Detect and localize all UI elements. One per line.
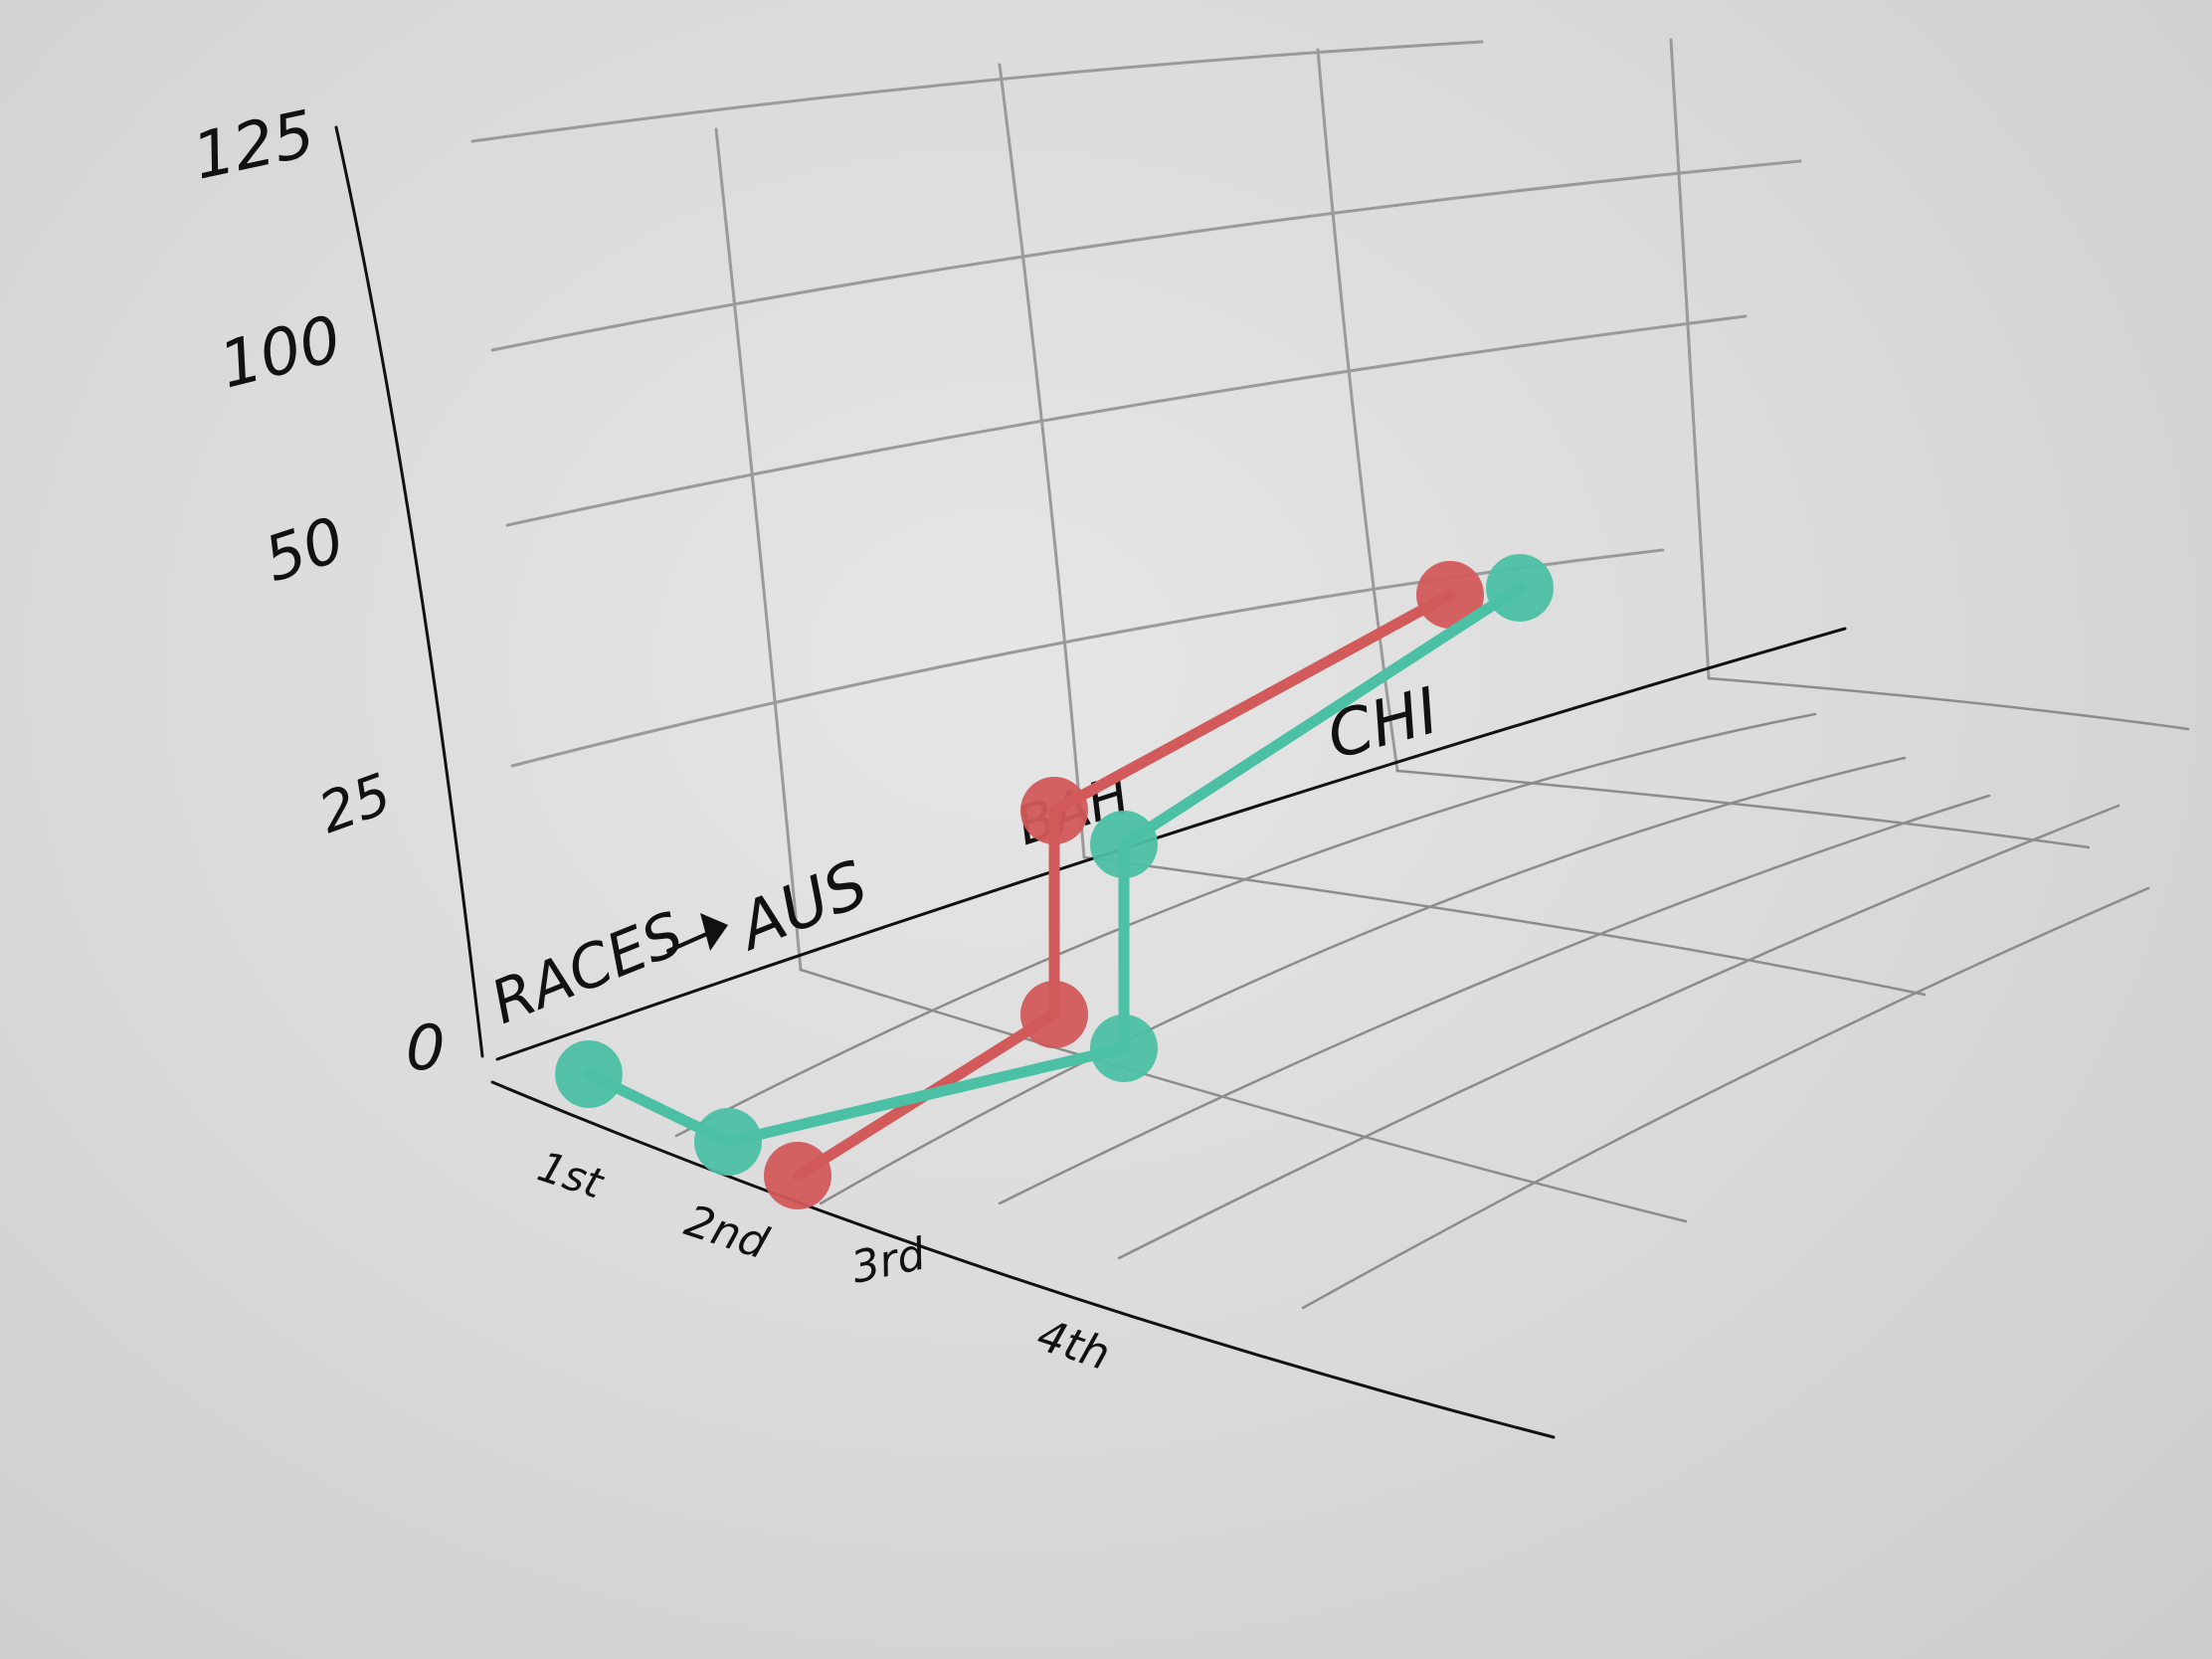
- floor-grid: [674, 676, 2190, 1310]
- race-axis: [495, 627, 1847, 1061]
- floor-grid-depth-2: [1082, 855, 1927, 997]
- floor-grid-depth-4: [1707, 676, 2190, 731]
- position-label: 2nd: [679, 1196, 775, 1270]
- y-axis: [334, 125, 484, 1058]
- floor-grid-cross-2: [819, 756, 1907, 1205]
- back-grid-h-125: [470, 40, 1484, 143]
- y-tick-label: 125: [187, 97, 321, 195]
- back-wall-grid: [470, 38, 1802, 972]
- data-point: [764, 1142, 831, 1209]
- position-labels: 1st 2nd 3rd 4th: [532, 1142, 1116, 1381]
- floor-grid-cross-5: [1301, 886, 2150, 1310]
- position-label: 4th: [1031, 1310, 1116, 1381]
- series-layer: [555, 554, 1554, 1209]
- data-point: [1090, 811, 1158, 878]
- y-tick-label: 50: [256, 502, 353, 596]
- back-grid-v-1: [714, 127, 803, 972]
- position-label: 3rd: [847, 1228, 931, 1293]
- data-point: [1020, 777, 1088, 844]
- floor-grid-cross-3: [998, 794, 1991, 1205]
- floor-grid-depth-3: [1395, 769, 2091, 849]
- y-tick-label: 25: [311, 762, 400, 846]
- arrow-head-icon: [700, 913, 728, 951]
- back-grid-h-100: [490, 159, 1802, 352]
- back-grid-v-4: [1669, 38, 1711, 680]
- race-label: AUS: [726, 847, 878, 966]
- axis-label-races: RACES: [481, 899, 692, 1038]
- floor-grid-cross-4: [1117, 804, 2120, 1260]
- axes: [334, 125, 1847, 1439]
- y-tick-label: 0: [406, 1012, 445, 1084]
- position-axis: [490, 1080, 1556, 1439]
- back-grid-h-75: [505, 314, 1748, 527]
- position-label: 1st: [532, 1142, 610, 1208]
- race-label: CHI: [1320, 674, 1446, 774]
- y-tick-labels: 0 25 50 100 125: [187, 97, 446, 1084]
- data-point: [1020, 981, 1088, 1048]
- data-point: [1090, 1014, 1158, 1082]
- floor-grid-cross-1: [674, 712, 1817, 1138]
- data-point: [555, 1040, 623, 1108]
- race-axis-title: RACES: [481, 899, 728, 1038]
- data-point: [694, 1108, 762, 1176]
- floor-grid-depth-1: [799, 968, 1688, 1223]
- y-tick-label: 100: [213, 302, 348, 403]
- data-point: [1416, 561, 1484, 629]
- data-point: [1486, 554, 1554, 622]
- back-grid-v-2: [998, 63, 1086, 859]
